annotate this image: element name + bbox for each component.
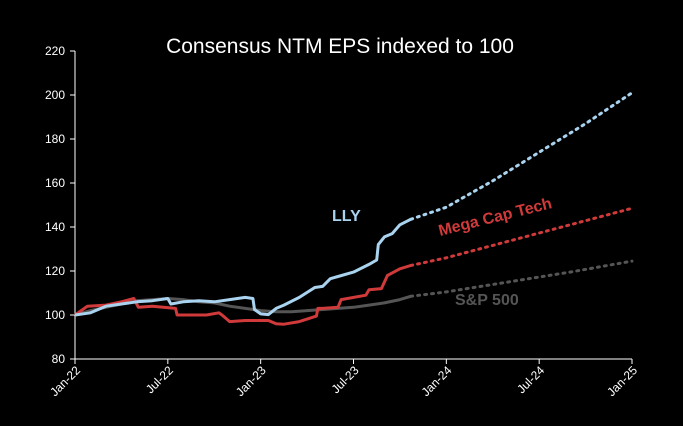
y-tick-label: 100 — [45, 308, 65, 322]
series-label-sp500: S&P 500 — [455, 292, 519, 309]
series-forecast-lly — [409, 91, 634, 221]
y-tick-labels: 80 100 120 140 160 180 200 220 — [45, 44, 75, 366]
y-tick-label: 180 — [45, 132, 65, 146]
y-tick-label: 200 — [45, 88, 65, 102]
y-tick-label: 120 — [45, 264, 65, 278]
y-tick-label: 140 — [45, 220, 65, 234]
series-label-lly: LLY — [332, 208, 361, 225]
series-line-mega-cap-tech — [74, 264, 412, 326]
series-line-lly — [74, 217, 412, 317]
series-lines — [74, 91, 634, 326]
y-tick-label: 160 — [45, 176, 65, 190]
series-forecast-s-p-500 — [409, 259, 634, 298]
y-tick-label: 220 — [45, 44, 65, 58]
series-forecast-mega-cap-tech — [409, 206, 634, 267]
y-tick-label: 80 — [52, 352, 66, 366]
chart-title: Consensus NTM EPS indexed to 100 — [166, 35, 514, 58]
